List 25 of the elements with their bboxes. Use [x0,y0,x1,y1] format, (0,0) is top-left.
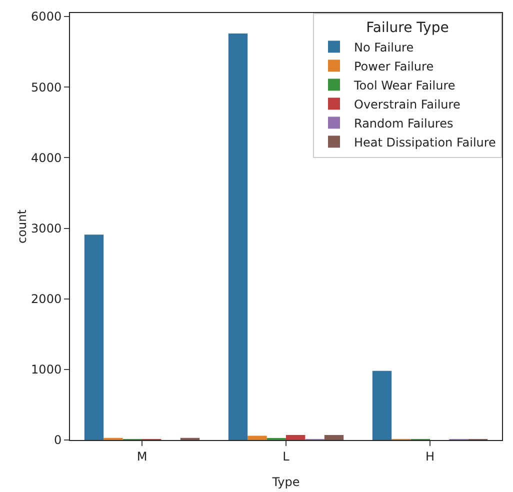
legend-label: Overstrain Failure [354,97,460,112]
y-tick-label: 3000 [31,221,62,236]
bar [324,435,344,440]
x-tick-label: L [282,449,290,464]
bar [84,234,104,440]
y-tick-label: 4000 [31,150,62,165]
bar [372,370,392,440]
x-tick-label: H [425,449,435,464]
legend-label: Power Failure [354,59,434,74]
y-tick-label: 6000 [31,10,62,24]
x-tick-label: M [136,449,148,464]
y-tick-label: 2000 [31,292,62,306]
legend-label: No Failure [354,40,414,54]
bar [286,435,306,440]
bar [248,436,267,440]
y-tick-label: 5000 [31,80,62,94]
legend-label: Tool Wear Failure [353,78,456,92]
x-axis-title: Type [271,475,300,489]
legend-label: Random Failures [354,116,454,130]
y-axis-title: count [15,209,30,244]
legend-label: Heat Dissipation Failure [354,135,496,150]
y-tick-label: 1000 [31,362,62,377]
legend-title: Failure Type [366,20,449,36]
y-tick-label: 0 [54,433,62,448]
bar [228,33,248,440]
